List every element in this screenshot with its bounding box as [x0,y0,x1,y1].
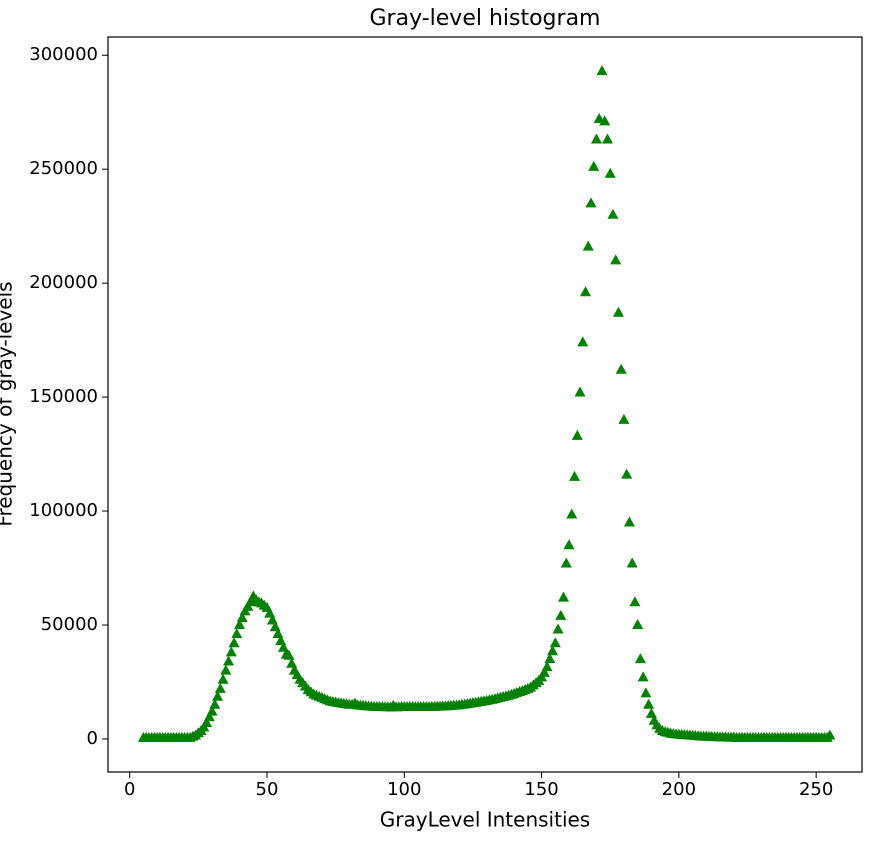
x-tick-label: 150 [524,779,558,800]
data-point [645,707,657,718]
data-point [623,516,635,527]
data-point [582,240,594,251]
data-point [585,197,597,208]
data-point [217,673,229,684]
data-point [590,133,602,144]
data-point [547,645,559,656]
y-tick-label: 300000 [29,44,98,65]
data-point [618,413,630,424]
data-point [634,653,646,664]
data-point [601,133,613,144]
data-point [632,619,644,629]
chart-title: Gray-level histogram [370,6,601,31]
data-point [544,653,556,664]
y-axis-label: Frequency of gray-levels [0,281,17,526]
y-tick-label: 100000 [29,500,98,521]
data-point [225,646,237,657]
data-point [555,609,567,620]
data-point [607,208,619,219]
data-point [203,711,215,722]
data-point [643,698,655,709]
x-tick-label: 250 [799,779,833,800]
data-point [283,649,295,660]
data-point [621,468,633,479]
data-point [596,65,608,76]
data-point [612,306,624,317]
data-point [563,539,575,550]
x-tick-label: 50 [256,779,279,800]
data-point [220,664,232,675]
data-point [640,687,652,698]
data-point [824,729,836,740]
data-point [236,612,248,623]
data-point [571,429,583,440]
data-point [201,717,213,727]
y-tick-label: 250000 [29,158,98,179]
data-point [626,557,638,568]
data-point [588,160,600,171]
y-tick-label: 0 [87,728,98,749]
data-point [209,698,221,709]
x-tick-label: 100 [387,779,421,800]
data-point [214,682,226,693]
data-point [610,254,622,265]
data-point [637,671,649,682]
y-tick-label: 50000 [41,614,98,635]
data-point [558,591,570,602]
data-point [212,690,224,701]
data-point [234,619,246,629]
data-point [538,666,550,677]
data-point [560,557,572,568]
data-point [566,508,578,519]
data-point [604,167,616,178]
data-point [615,363,627,374]
data-point [228,637,240,648]
y-tick-label: 200000 [29,272,98,293]
data-point [569,470,581,481]
x-axis-label: GrayLevel Intensities [380,808,590,832]
data-point [206,705,218,716]
data-point [577,336,589,347]
data-point [231,628,243,639]
plot-frame [107,36,863,773]
data-point [629,596,641,607]
data-point [552,623,564,634]
data-point [579,286,591,297]
data-point [549,637,561,648]
y-tick-label: 150000 [29,386,98,407]
x-tick-label: 0 [124,779,135,800]
data-point [541,661,553,672]
data-point [599,115,611,126]
x-tick-label: 200 [662,779,696,800]
data-point [574,386,586,397]
data-point [223,655,235,666]
